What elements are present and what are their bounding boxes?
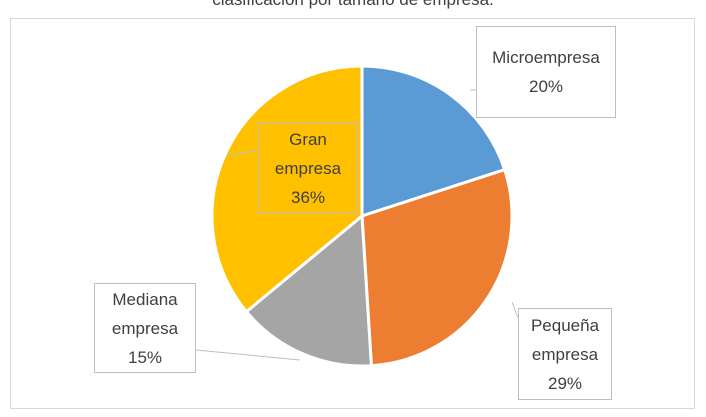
leader-line: [511, 301, 519, 319]
pie-slice: [360, 167, 514, 368]
label-value: 15%: [127, 347, 163, 367]
label-value: 20%: [528, 77, 564, 96]
pie-slice: [360, 64, 507, 219]
label-category: Microempresa: [492, 48, 600, 67]
data-label: Gran empresa 36%: [258, 122, 358, 214]
label-category: Pequeña empresa: [530, 315, 600, 364]
label-value: 29%: [547, 373, 583, 393]
label-value: 36%: [290, 187, 326, 207]
data-label: Mediana empresa 15%: [94, 283, 196, 373]
leader-line: [225, 149, 259, 157]
data-label: Microempresa 20%: [476, 26, 616, 118]
label-category: Gran empresa: [274, 129, 342, 178]
pie-slice: [244, 212, 374, 368]
leader-line: [195, 349, 301, 361]
data-label: Pequeña empresa 29%: [518, 308, 612, 400]
chart-title: clasificación por tamaño de empresa.: [0, 0, 706, 10]
chart-frame: [10, 18, 695, 409]
label-category: Mediana empresa: [111, 289, 179, 338]
